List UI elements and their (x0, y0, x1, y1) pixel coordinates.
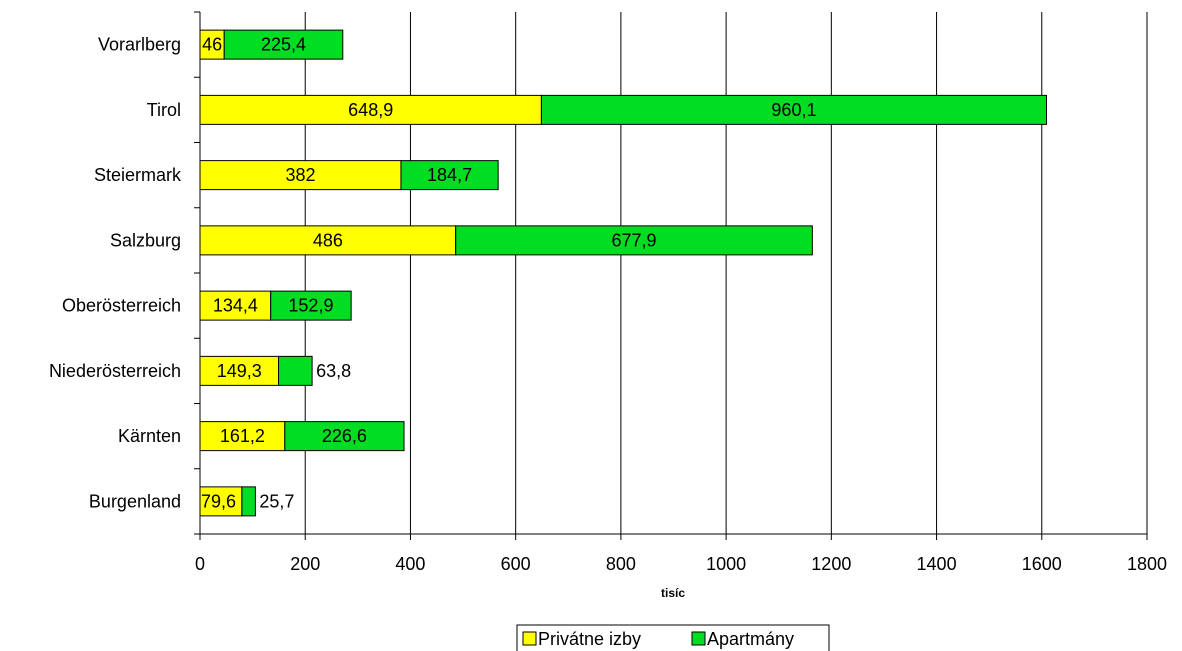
category-label-vorarlberg: Vorarlberg (98, 35, 181, 55)
data-label-apartmany-oberosterreich: 152,9 (288, 296, 333, 316)
bar-privatne-izby-niederosterreich (199, 355, 280, 386)
x-tick-label-800: 800 (606, 554, 636, 574)
gridlines (304, 12, 1148, 534)
bar-privatne-izby-karnten (199, 421, 286, 452)
data-label-privatne-izby-karnten: 161,2 (220, 426, 265, 446)
category-label-niederosterreich: Niederösterreich (49, 361, 181, 381)
data-label-apartmany-tirol: 960,1 (771, 100, 816, 120)
data-labels: 79,6 25,7 161,2 226,6 149,3 63,8 134,4 152,9 486… (201, 35, 816, 512)
x-tick-label-1400: 1400 (917, 554, 957, 574)
legend-box (516, 624, 830, 651)
x-tick-label-1000: 1000 (706, 554, 746, 574)
bar-apartmany-salzburg (455, 225, 813, 256)
data-label-apartmany-vorarlberg: 225,4 (261, 35, 306, 55)
bar-apartmany-tirol (540, 94, 1048, 125)
data-label-apartmany-steiermark: 184,7 (427, 165, 472, 185)
bar-privatne-izby-oberosterreich (199, 290, 272, 321)
category-label-oberosterreich: Oberösterreich (62, 296, 181, 316)
x-tick-label-1200: 1200 (811, 554, 851, 574)
data-label-apartmany-burgenland: 25,7 (259, 491, 294, 511)
data-label-privatne-izby-vorarlberg: 46 (202, 35, 222, 55)
bar-apartmany-burgenland (241, 486, 256, 517)
x-tick-label-600: 600 (501, 554, 531, 574)
data-label-apartmany-niederosterreich: 63,8 (316, 361, 351, 381)
category-label-salzburg: Salzburg (110, 230, 181, 250)
data-label-privatne-izby-niederosterreich: 149,3 (217, 361, 262, 381)
bar-privatne-izby-vorarlberg (199, 29, 225, 60)
axes (194, 11, 1148, 540)
category-label-karnten: Kärnten (118, 426, 181, 446)
legend-label-privatne-izby: Privátne izby (538, 629, 641, 649)
legend: Privátne izby Apartmány (516, 624, 830, 651)
x-tick-label-200: 200 (290, 554, 320, 574)
bar-apartmany-steiermark (400, 160, 499, 191)
legend-label-apartmany: Apartmány (707, 629, 794, 649)
category-labels: Burgenland Kärnten Niederösterreich Oberöst… (49, 35, 182, 512)
legend-swatch-privatne-izby (522, 631, 537, 646)
data-label-privatne-izby-burgenland: 79,6 (201, 491, 236, 511)
bar-privatne-izby-steiermark (199, 160, 402, 191)
category-label-steiermark: Steiermark (94, 165, 182, 185)
data-label-privatne-izby-tirol: 648,9 (348, 100, 393, 120)
bars (199, 29, 1048, 517)
tick-labels: 0 200 400 600 800 1000 1200 1400 1600 1800 (195, 554, 1167, 574)
bar-apartmany-karnten (284, 421, 405, 452)
data-label-privatne-izby-oberosterreich: 134,4 (213, 296, 258, 316)
x-tick-label-1600: 1600 (1022, 554, 1062, 574)
data-label-apartmany-salzburg: 677,9 (611, 230, 656, 250)
data-label-apartmany-karnten: 226,6 (322, 426, 367, 446)
x-axis-title: tisíc (661, 586, 685, 600)
bar-privatne-izby-tirol (199, 94, 542, 125)
legend-swatch-apartmany (691, 631, 706, 646)
category-label-tirol: Tirol (147, 100, 181, 120)
data-label-privatne-izby-steiermark: 382 (285, 165, 315, 185)
x-tick-label-400: 400 (395, 554, 425, 574)
bar-apartmany-oberosterreich (270, 290, 352, 321)
data-label-privatne-izby-salzburg: 486 (313, 230, 343, 250)
category-label-burgenland: Burgenland (89, 491, 181, 511)
bar-apartmany-niederosterreich (278, 355, 313, 386)
x-tick-label-0: 0 (195, 554, 205, 574)
bar-apartmany-vorarlberg (223, 29, 344, 60)
x-tick-label-1800: 1800 (1127, 554, 1167, 574)
